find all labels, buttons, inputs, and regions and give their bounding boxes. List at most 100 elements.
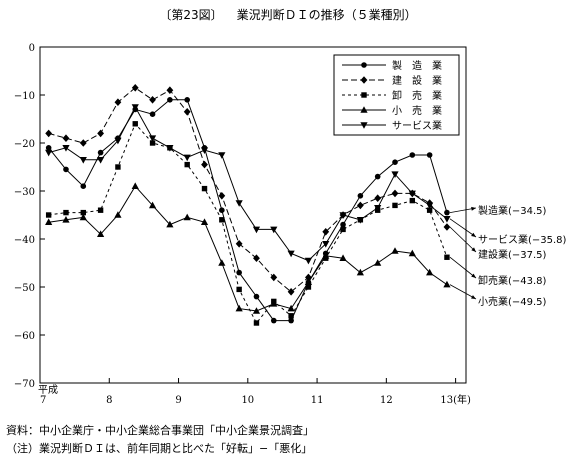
legend-marker	[361, 92, 367, 98]
legend-marker	[360, 122, 368, 129]
y-tick-label: −60	[14, 331, 35, 342]
data-point	[97, 207, 104, 213]
series-line	[48, 99, 448, 322]
data-point	[392, 202, 398, 209]
data-point	[356, 217, 364, 224]
leader-line	[449, 226, 477, 253]
data-point	[236, 269, 242, 276]
definition-note: （注）業況判断ＤＩは、前年同期と比べた「好転」−「悪化」	[6, 442, 313, 455]
x-tick-label: 10	[241, 395, 254, 406]
data-point	[426, 152, 433, 158]
data-point	[62, 145, 70, 152]
data-point	[322, 252, 330, 259]
end-label: 小売業(−49.5)	[478, 295, 547, 308]
data-point	[270, 226, 278, 234]
data-point	[443, 280, 451, 288]
data-point	[391, 189, 399, 198]
data-point	[148, 201, 157, 209]
data-point	[322, 241, 330, 248]
y-tick-label: −10	[14, 91, 35, 102]
data-point	[79, 213, 87, 221]
data-point	[183, 154, 191, 162]
data-point	[253, 320, 260, 326]
data-point	[218, 152, 226, 159]
data-point	[443, 223, 451, 231]
data-point	[426, 268, 434, 276]
y-tick-label: −40	[14, 235, 35, 246]
figure-number: 〔第23図〕	[159, 8, 223, 22]
data-point	[201, 160, 208, 169]
data-point	[219, 207, 225, 213]
data-point	[149, 140, 156, 146]
data-point	[426, 202, 434, 210]
x-era-label: 平成	[38, 384, 58, 396]
data-point	[374, 205, 382, 212]
series-line	[48, 185, 448, 312]
data-point	[339, 212, 347, 219]
series-line	[48, 122, 448, 324]
data-point	[322, 228, 330, 236]
end-label: 卸売業(−43.8)	[478, 274, 547, 287]
data-point	[270, 273, 278, 282]
data-point	[392, 159, 398, 165]
data-point	[444, 209, 450, 216]
data-point	[201, 185, 208, 192]
data-point	[304, 278, 313, 285]
data-point	[408, 249, 416, 257]
data-point	[340, 221, 346, 228]
data-point	[183, 213, 191, 221]
data-point	[97, 230, 105, 237]
x-tick-label: 8	[106, 395, 112, 406]
data-point	[252, 226, 261, 234]
leader-line	[449, 284, 477, 300]
data-point	[356, 201, 364, 210]
leader-arrow	[471, 273, 476, 278]
data-point	[253, 254, 260, 262]
data-point	[114, 211, 122, 218]
data-point	[166, 220, 174, 228]
leader-line	[449, 256, 477, 279]
data-point	[288, 317, 294, 324]
y-tick-label: 0	[29, 43, 35, 54]
data-point	[45, 149, 53, 157]
legend-marker	[361, 62, 367, 68]
data-point	[340, 226, 346, 233]
data-point	[374, 259, 382, 266]
data-point	[408, 190, 416, 198]
data-point	[167, 97, 173, 103]
legend-marker	[360, 76, 368, 84]
data-point	[270, 317, 277, 324]
data-point	[235, 240, 243, 248]
data-point	[409, 197, 416, 204]
series-line	[48, 87, 448, 293]
figure-title: 業況判断ＤＩの推移（５業種別）	[236, 8, 417, 22]
data-point	[97, 157, 105, 164]
data-point	[79, 157, 87, 164]
x-tick-label: 11	[311, 395, 324, 406]
data-point	[45, 218, 53, 225]
data-point	[97, 129, 105, 138]
data-point	[236, 286, 242, 293]
data-point	[218, 192, 226, 200]
data-point	[149, 96, 156, 104]
data-point	[444, 254, 450, 260]
data-point	[45, 129, 53, 138]
data-point	[200, 147, 209, 154]
end-label: 建設業(−37.5)	[478, 248, 547, 261]
legend-marker	[360, 106, 368, 113]
end-label: サービス業(−35.8)	[478, 233, 567, 246]
legend-label: 製 造 業	[392, 59, 442, 72]
data-point	[218, 259, 226, 266]
chart-title: 〔第23図〕 業況判断ＤＩの推移（５業種別）	[0, 6, 576, 23]
data-point	[80, 183, 87, 189]
series-line	[48, 105, 448, 262]
data-point	[97, 149, 104, 156]
data-point	[131, 104, 139, 111]
data-point	[80, 209, 86, 216]
data-point	[287, 250, 295, 258]
data-point	[270, 300, 278, 307]
data-point	[183, 108, 191, 116]
y-tick-label: −30	[14, 187, 35, 198]
data-point	[235, 200, 243, 207]
data-point	[148, 135, 157, 142]
